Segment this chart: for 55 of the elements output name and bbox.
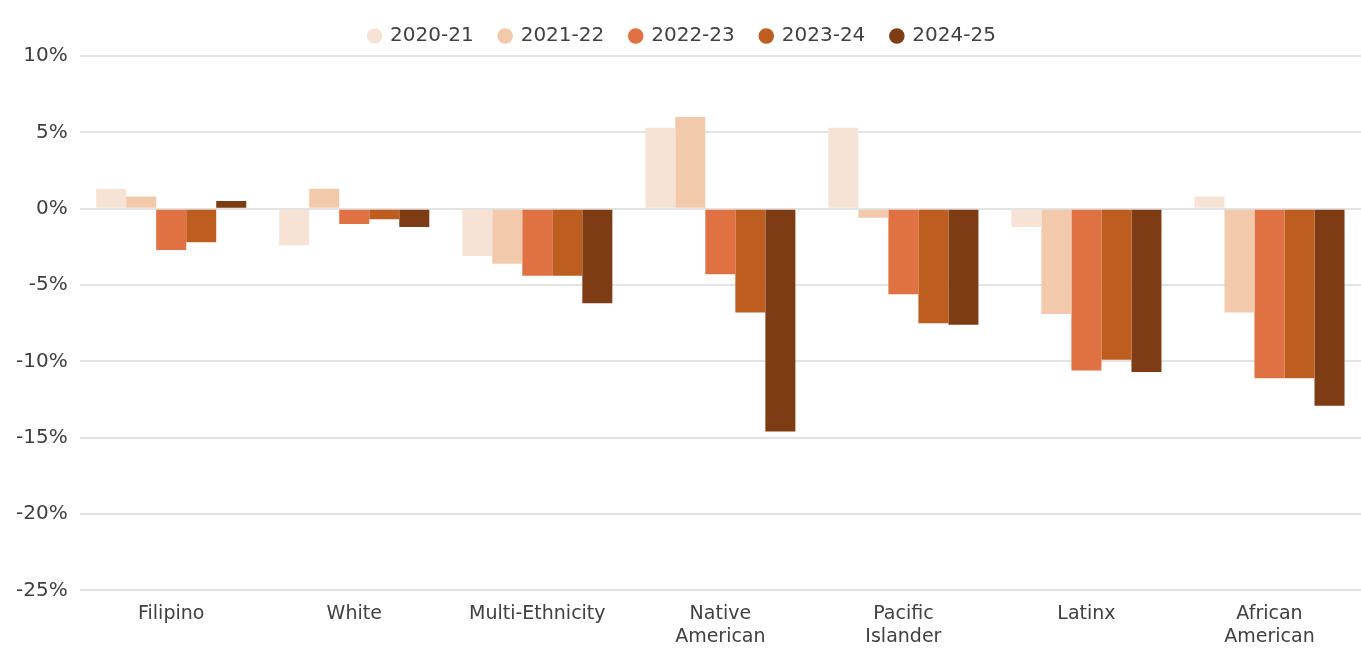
bar bbox=[492, 209, 523, 264]
y-tick-label: -20% bbox=[16, 500, 68, 525]
bar bbox=[186, 209, 217, 243]
y-tick-label: -15% bbox=[16, 423, 68, 448]
x-tick-label: Latinx bbox=[1057, 600, 1116, 623]
y-tick-label: 5% bbox=[35, 118, 68, 143]
bar bbox=[1101, 209, 1132, 360]
bar bbox=[1071, 209, 1102, 371]
y-tick-label: -25% bbox=[16, 576, 68, 601]
x-tick-label: Pacific Islander bbox=[865, 600, 942, 646]
bar bbox=[126, 196, 157, 208]
bar bbox=[948, 209, 979, 325]
y-tick-label: 0% bbox=[35, 194, 68, 219]
bar bbox=[735, 209, 766, 313]
x-tick-label: Native American bbox=[675, 600, 766, 646]
bar bbox=[216, 201, 247, 208]
legend-label: 2021-22 bbox=[520, 22, 605, 47]
legend-label: 2024-25 bbox=[912, 22, 996, 47]
bar bbox=[1224, 209, 1255, 313]
bar bbox=[675, 117, 706, 208]
y-tick-label: -5% bbox=[28, 271, 68, 296]
bar bbox=[1194, 196, 1225, 208]
bar bbox=[705, 209, 736, 275]
bar bbox=[918, 209, 949, 324]
bar bbox=[156, 209, 187, 250]
x-tick-label: Filipino bbox=[138, 600, 205, 623]
bar bbox=[279, 209, 310, 246]
legend-label: 2022-23 bbox=[651, 22, 735, 47]
y-tick-label: 10% bbox=[23, 42, 68, 67]
x-tick-label: White bbox=[326, 600, 382, 623]
bar bbox=[309, 188, 340, 208]
bar bbox=[369, 209, 400, 220]
bar bbox=[1131, 209, 1162, 373]
legend-label: 2020-21 bbox=[390, 22, 474, 47]
bar bbox=[582, 209, 613, 304]
bar bbox=[828, 127, 859, 208]
bar bbox=[96, 188, 127, 208]
x-tick-label: Multi-Ethnicity bbox=[469, 600, 606, 623]
legend-label: 2023-24 bbox=[781, 22, 866, 47]
bar bbox=[522, 209, 553, 276]
bar bbox=[765, 209, 796, 432]
bar bbox=[1284, 209, 1315, 379]
bar bbox=[1041, 209, 1072, 315]
x-tick-label: African American bbox=[1224, 600, 1315, 646]
y-tick-label: -10% bbox=[16, 347, 68, 372]
bar bbox=[1314, 209, 1345, 406]
bar bbox=[339, 209, 370, 224]
bar bbox=[552, 209, 583, 276]
bar bbox=[858, 209, 889, 218]
bar bbox=[1011, 209, 1042, 228]
bar bbox=[1254, 209, 1285, 379]
bar bbox=[645, 127, 676, 208]
bar bbox=[462, 209, 493, 257]
bar bbox=[888, 209, 919, 295]
bar bbox=[399, 209, 430, 228]
